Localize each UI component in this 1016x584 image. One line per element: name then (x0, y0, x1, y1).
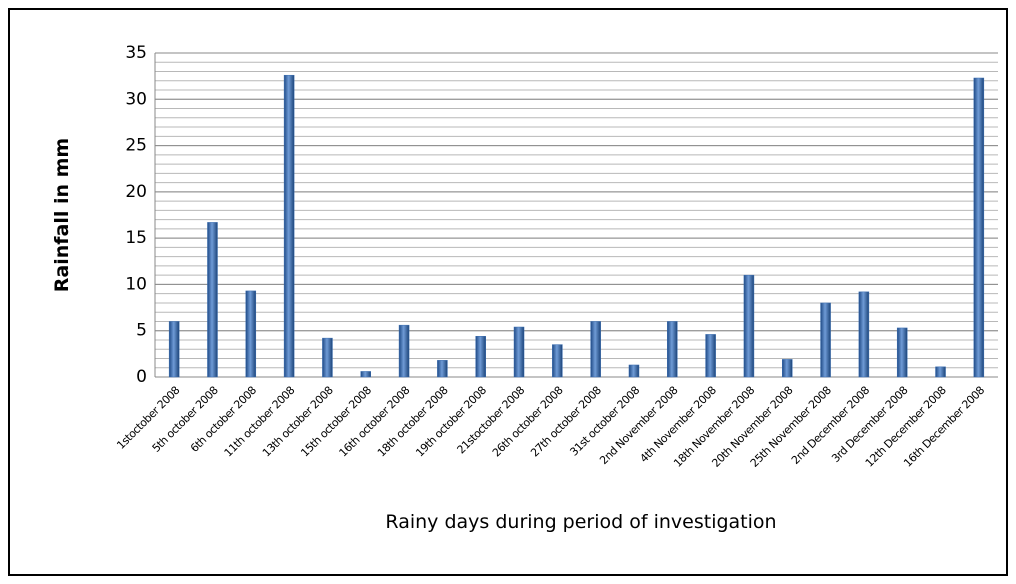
bar (896, 327, 908, 378)
y-tick-label: 30 (125, 89, 147, 109)
chart-frame (8, 8, 1008, 576)
bar (360, 371, 371, 378)
bar (973, 77, 985, 378)
bar (858, 291, 870, 378)
bar (782, 359, 793, 378)
bar (667, 321, 678, 378)
bar (398, 324, 410, 378)
bar (245, 290, 257, 378)
bar (283, 74, 295, 378)
bar (513, 326, 525, 378)
bar (552, 344, 563, 378)
y-tick-label: 10 (125, 274, 147, 294)
y-tick-label: 5 (136, 321, 147, 341)
y-tick-label: 25 (125, 136, 147, 156)
y-tick-label: 0 (136, 367, 147, 387)
bar (475, 336, 486, 378)
bar (322, 337, 333, 378)
bar (820, 302, 831, 378)
x-axis-title: Rainy days during period of investigatio… (385, 511, 776, 533)
bar (437, 360, 448, 378)
bar (628, 364, 640, 378)
y-tick-label: 20 (125, 182, 147, 202)
bar (705, 334, 716, 378)
bar (207, 222, 218, 378)
bar (935, 366, 946, 378)
bar (168, 321, 180, 378)
y-tick-label: 35 (125, 43, 147, 63)
bar (590, 321, 601, 378)
y-axis-title: Rainfall in mm (51, 138, 73, 292)
y-tick-label: 15 (125, 228, 147, 248)
bar (743, 274, 755, 378)
